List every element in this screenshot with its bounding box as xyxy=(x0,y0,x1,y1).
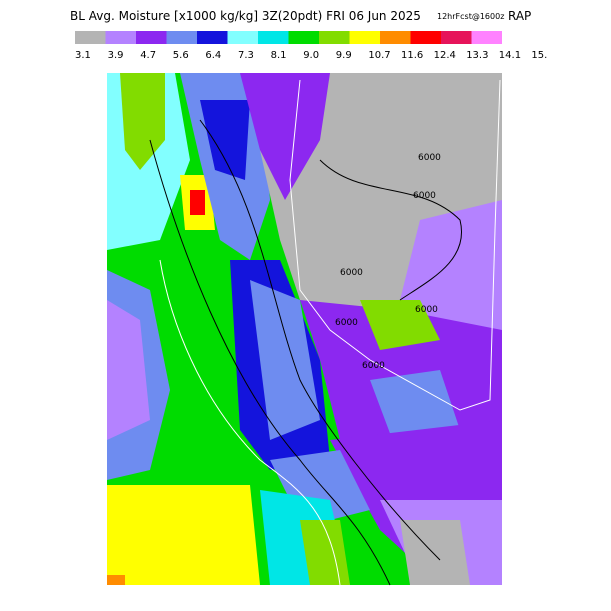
legend-label: 13.3 xyxy=(466,50,488,61)
legend-swatch xyxy=(105,31,136,44)
contour-label: 6000 xyxy=(418,153,441,163)
map-field xyxy=(107,73,502,586)
legend-swatch xyxy=(441,31,472,44)
contour-label: 6000 xyxy=(335,318,358,328)
legend-swatch xyxy=(136,31,167,44)
legend-label: 5.6 xyxy=(173,50,189,61)
legend-label: 3.1 xyxy=(75,50,91,61)
legend-label: 12.4 xyxy=(434,50,456,61)
legend-label: 7.3 xyxy=(238,50,254,61)
legend-label: 10.7 xyxy=(368,50,390,61)
legend-swatch xyxy=(258,31,289,44)
contour-label: 6000 xyxy=(362,361,385,371)
legend-swatch xyxy=(227,31,258,44)
legend-label: 15. xyxy=(531,50,547,61)
contour-label: 6000 xyxy=(413,191,436,201)
model: RAP xyxy=(508,9,531,23)
forecast: 12hrFcst@1600z xyxy=(437,12,504,21)
legend-label: 9.9 xyxy=(336,50,352,61)
legend-label: 3.9 xyxy=(108,50,124,61)
legend: 3.1 3.9 4.7 5.6 6.4 7.3 8.1 9.0 9.9 10.7 11.6 12.4 1… xyxy=(75,31,547,61)
legend-swatch xyxy=(288,31,319,44)
title: BL Avg. Moisture [x1000 kg/kg] 3Z(20pdt)… xyxy=(70,9,421,23)
legend-swatch xyxy=(410,31,441,44)
contour-label: 6000 xyxy=(340,268,363,278)
legend-swatch xyxy=(166,31,197,44)
legend-label: 9.0 xyxy=(303,50,319,61)
legend-label: 4.7 xyxy=(140,50,156,61)
legend-swatch xyxy=(349,31,380,44)
contour-label: 6000 xyxy=(415,305,438,315)
contour-labels: 6000 6000 6000 6000 6000 6000 xyxy=(335,153,441,371)
legend-label: 6.4 xyxy=(205,50,221,61)
legend-swatch xyxy=(319,31,350,44)
legend-label: 14.1 xyxy=(499,50,521,61)
legend-label: 8.1 xyxy=(271,50,287,61)
legend-swatch xyxy=(197,31,228,44)
legend-swatch xyxy=(380,31,411,44)
legend-swatch xyxy=(75,31,106,44)
legend-swatch xyxy=(471,31,502,44)
legend-label: 11.6 xyxy=(401,50,423,61)
